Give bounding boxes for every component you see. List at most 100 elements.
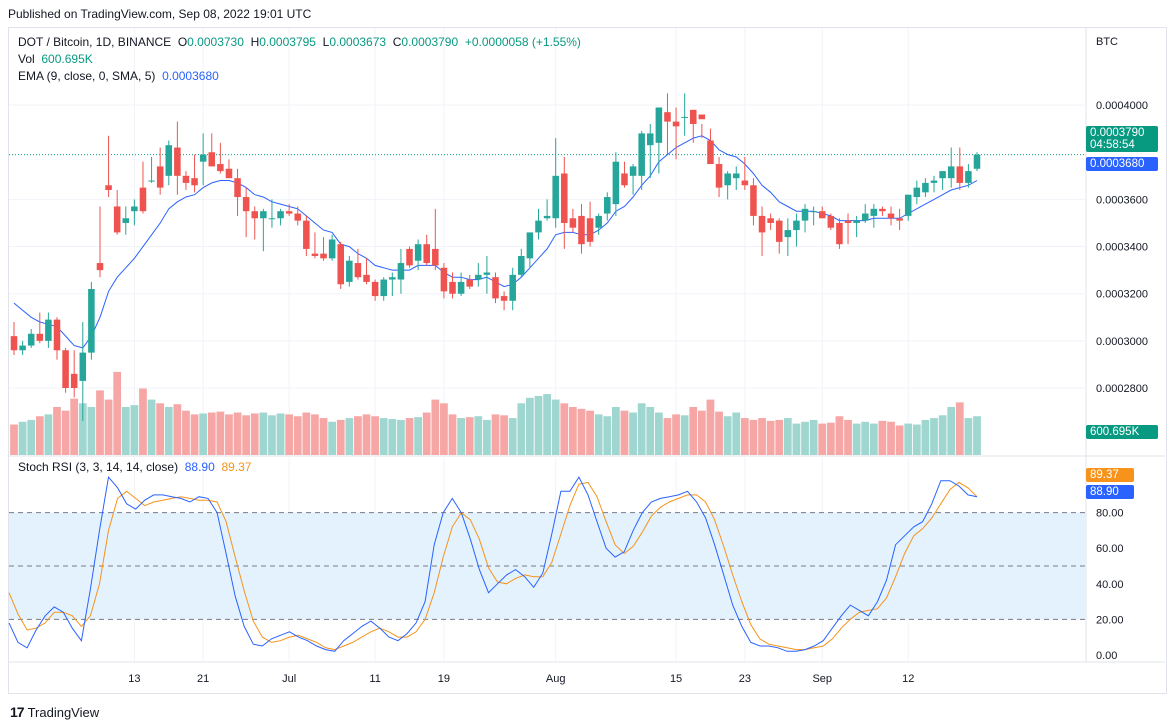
candle-body [397,263,405,280]
volume-bar [861,421,870,455]
volume-bar [448,414,457,455]
volume-bar [233,412,242,455]
footer-brand[interactable]: 17 TradingView [10,704,99,720]
price-tick-label: 0.0002800 [1096,383,1148,395]
volume-bar [569,407,577,455]
candle-body [440,267,448,292]
candle-body [526,232,534,259]
candle-body [647,133,654,146]
volume-bar [792,423,801,455]
volume-bar [362,414,371,455]
price-tick-label: 0.0003400 [1096,242,1148,254]
candle-body [698,114,706,120]
volume-bar [826,422,835,455]
volume-bar [508,418,517,455]
volume-price-tag: 600.695K [1086,425,1158,439]
volume-bar [586,410,594,455]
volume-bar [680,415,689,455]
volume-bar [379,418,388,455]
volume-bar [474,416,483,455]
volume-bar [328,421,337,455]
candle-body [913,187,921,198]
volume-bar [276,413,285,455]
candle-body [260,211,267,219]
candle-body [879,208,886,212]
candle-body [225,168,233,179]
volume-bar [440,403,448,455]
legend-ema-label[interactable]: EMA (9, close, 0, SMA, 5) [18,69,156,83]
volume-bar [259,412,268,455]
volume-bar [938,415,947,455]
volume-bar [663,418,672,455]
candle-body [311,253,319,256]
candle-body [844,220,852,223]
volume-bar [104,399,113,455]
candle-body [672,121,680,127]
legend-close: 0.0003790 [401,35,459,49]
volume-bar [749,419,758,455]
volume-bar [465,417,474,455]
candle-body [612,161,620,205]
volume-bar [801,421,809,455]
stoch-tick-label: 40.00 [1096,579,1124,591]
volume-bar [164,407,173,455]
candle-body [294,213,302,221]
volume-bar [242,415,251,455]
legend-open: 0.0003730 [187,35,244,49]
time-tick-label: 13 [128,673,140,685]
volume-bar [354,416,362,455]
candle-body [449,281,456,294]
legend-vol-label[interactable]: Vol [18,52,35,66]
candle-body [741,180,749,186]
volume-bar [388,419,397,455]
candle-body [432,248,439,266]
volume-bar [139,388,147,455]
volume-bar [775,419,784,455]
candle-body [629,166,637,176]
volume-bar [758,418,766,455]
volume-bar [620,410,629,455]
candle-body [681,116,688,118]
legend-symbol[interactable]: DOT / Bitcoin, 1D, BINANCE [18,35,172,49]
candle-body [767,218,774,223]
stoch-d-line [8,481,978,651]
candle-body [268,218,276,220]
candle-body [337,244,344,285]
candle-body [836,222,843,245]
candle-body [10,336,18,351]
volume-bar [190,414,199,455]
volume-bar [78,403,87,455]
candle-body [277,211,284,219]
volume-bar [560,403,569,455]
legend-close-label: C [392,35,402,49]
candle-body [604,197,611,214]
volume-bar [405,418,414,455]
stoch-d-tag: 89.37 [1086,468,1134,482]
volume-bar [268,415,276,455]
volume-bar [87,407,96,455]
candle-body [801,208,809,221]
candle-body [518,255,525,275]
stoch-legend-label[interactable]: Stoch RSI (3, 3, 14, 14, close) [18,460,179,474]
candle-body [457,281,465,294]
stoch-tick-label: 60.00 [1096,543,1124,555]
volume-bar [422,412,431,455]
candle-body [775,220,783,242]
volume-bar [534,395,543,455]
candle-body [793,220,800,231]
volume-bar [878,420,887,455]
candle-body [45,319,52,341]
candle-body [242,197,250,212]
candle-body [689,109,697,124]
candle-body [896,218,903,221]
stoch-tick-label: 80.00 [1096,508,1124,520]
published-caption: Published on TradingView.com, Sep 08, 20… [8,7,312,21]
candle-body [904,194,912,216]
candle-body [380,279,387,297]
candle-body [234,178,241,198]
stoch-band [9,512,1086,620]
candle-body [483,272,491,275]
volume-bar [526,397,534,455]
legend-ohlc-row: DOT / Bitcoin, 1D, BINANCE O0.0003730 H0… [18,34,581,51]
